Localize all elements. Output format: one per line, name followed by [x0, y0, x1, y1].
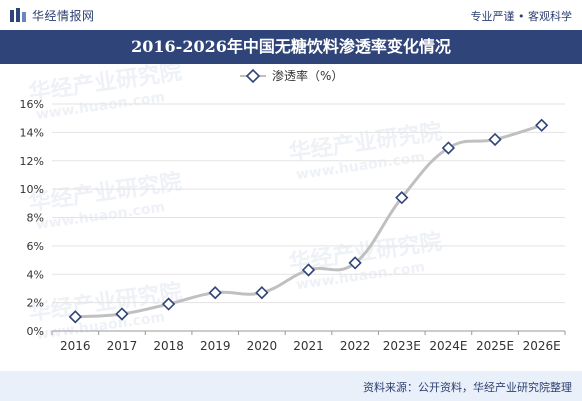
brand-name: 华经情报网 — [32, 9, 95, 23]
x-tick-label: 2017 — [107, 339, 138, 353]
data-point — [348, 256, 362, 270]
slogan: 专业严谨 • 客观科学 — [470, 10, 572, 23]
gridlines — [52, 103, 565, 304]
legend-marker-icon — [245, 68, 261, 84]
x-tick-label: 2021 — [293, 339, 324, 353]
x-tick-label: 2019 — [200, 339, 231, 353]
y-axis: 0% 2% 4% 6% 8% 10% 12% 14% 16% — [20, 98, 44, 338]
x-tick-label: 2016 — [60, 339, 91, 353]
chart-title: 2016-2026年中国无糖饮料渗透率变化情况 — [131, 37, 451, 56]
data-point — [395, 191, 409, 205]
data-point — [255, 286, 269, 300]
data-point — [488, 132, 502, 147]
data-point — [535, 118, 549, 132]
x-tick-label: 2022 — [340, 339, 371, 353]
data-point — [68, 310, 82, 324]
y-tick-label: 8% — [27, 212, 44, 225]
y-tick-label: 6% — [27, 240, 44, 253]
data-point — [161, 297, 176, 311]
line-chart: 华经产业研究院www.huaon.com华经产业研究院www.huaon.com… — [20, 64, 566, 353]
legend-label: 渗透率（%） — [272, 68, 343, 83]
series — [68, 118, 549, 324]
logo-icon — [10, 8, 26, 22]
watermarks: 华经产业研究院www.huaon.com华经产业研究院www.huaon.com… — [27, 64, 443, 343]
y-tick-label: 10% — [20, 183, 44, 196]
x-tick-label: 2023E — [383, 339, 421, 353]
data-point — [115, 307, 129, 321]
footer: 资料来源：公开资料，华经产业研究院整理 — [0, 371, 582, 401]
data-point — [441, 141, 456, 155]
y-tick-label: 4% — [27, 268, 44, 281]
x-axis: 2016 2017 2018 2019 2020 2021 2022 2023E 2024E 20… — [51, 330, 566, 353]
data-point — [208, 286, 222, 300]
y-tick-label: 2% — [27, 297, 44, 310]
x-tick-label: 2026E — [523, 339, 561, 353]
y-tick-label: 0% — [27, 325, 44, 338]
title-bar: 2016-2026年中国无糖饮料渗透率变化情况 — [0, 30, 582, 64]
x-tick-label: 2025E — [476, 339, 514, 353]
data-point — [301, 263, 316, 277]
legend: 渗透率（%） — [240, 68, 343, 84]
x-tick-label: 2024E — [429, 339, 467, 353]
y-tick-label: 16% — [20, 98, 44, 111]
y-tick-label: 14% — [20, 126, 44, 139]
x-tick-label: 2020 — [247, 339, 278, 353]
top-bar: 华经情报网 专业严谨 • 客观科学 — [0, 0, 582, 30]
y-tick-label: 12% — [20, 155, 44, 168]
source-note: 资料来源：公开资料，华经产业研究院整理 — [363, 381, 572, 394]
x-tick-label: 2018 — [153, 339, 184, 353]
